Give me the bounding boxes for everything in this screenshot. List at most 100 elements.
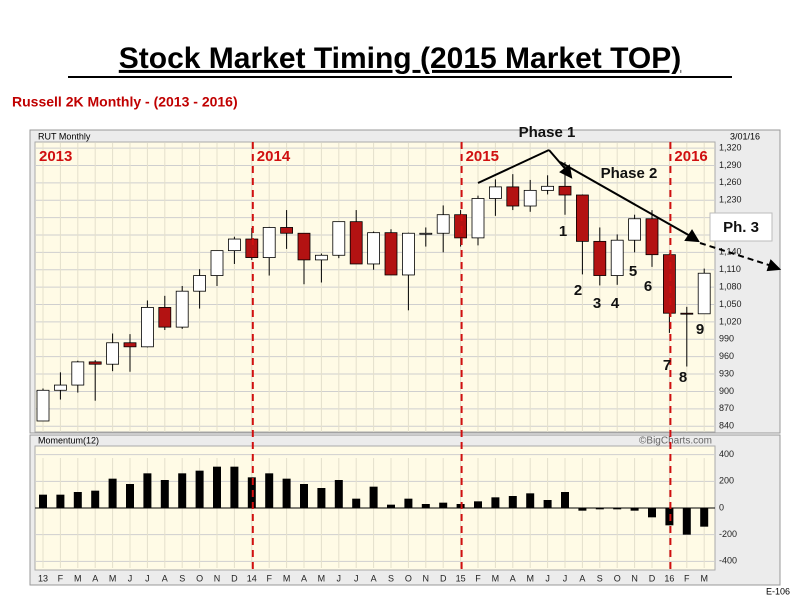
x-tick-label: 13 xyxy=(38,573,48,583)
bar xyxy=(352,498,361,508)
year-label: 2013 xyxy=(39,148,72,165)
candle-body xyxy=(227,238,241,252)
bar xyxy=(195,470,204,508)
bar xyxy=(682,508,691,535)
candle-body xyxy=(71,361,85,386)
x-tick-label: A xyxy=(92,573,98,583)
phase-2-line xyxy=(559,161,693,238)
candle-body xyxy=(593,240,607,276)
arrow-head xyxy=(684,229,700,243)
bar xyxy=(73,492,82,508)
x-tick-label: A xyxy=(579,573,585,583)
bar xyxy=(334,480,343,508)
candle-body xyxy=(193,275,207,292)
y-tick-label: 1,110 xyxy=(719,264,741,274)
bar xyxy=(404,498,413,508)
bar xyxy=(491,497,500,508)
bar xyxy=(700,508,709,527)
x-tick-label: M xyxy=(283,573,291,583)
candle-body xyxy=(697,272,711,315)
candle-body xyxy=(262,227,276,258)
candle-body xyxy=(628,218,641,241)
bar xyxy=(648,508,656,518)
bar xyxy=(282,478,291,508)
bar xyxy=(421,504,430,508)
x-tick-label: N xyxy=(631,573,638,583)
bar xyxy=(126,484,134,508)
y-tick-label: 1,230 xyxy=(719,195,742,205)
x-tick-label: 15 xyxy=(456,573,466,583)
annotation: 8 xyxy=(679,369,687,386)
x-tick-label: D xyxy=(649,573,656,583)
x-tick-label: J xyxy=(337,573,342,583)
bar xyxy=(526,493,535,508)
bar xyxy=(387,504,395,508)
candle-body xyxy=(645,218,659,256)
year-label: 2014 xyxy=(257,148,291,165)
footer: E-106 xyxy=(766,586,790,596)
y-tick-label: 0 xyxy=(719,502,724,512)
candle-body xyxy=(280,227,294,234)
arrow-head xyxy=(766,259,782,272)
x-tick-label: D xyxy=(440,573,447,583)
candle-body xyxy=(367,232,381,265)
candle-body xyxy=(140,307,154,348)
phase-3-line xyxy=(699,242,773,267)
x-tick-label: A xyxy=(301,573,307,583)
candle-body xyxy=(210,250,224,276)
x-tick-label: S xyxy=(179,573,185,583)
x-tick-label: N xyxy=(214,573,221,583)
candle-body xyxy=(523,189,537,207)
marks: 8408709009309609901,0201,0501,0801,1101,… xyxy=(35,142,742,583)
y-tick-label: 870 xyxy=(719,403,734,413)
bar xyxy=(630,508,639,511)
candle-body xyxy=(36,389,50,422)
candle-body xyxy=(576,194,589,242)
candle-body xyxy=(680,312,694,315)
annotation: 5 xyxy=(629,263,637,280)
x-tick-label: D xyxy=(231,573,238,583)
candle-body xyxy=(419,232,433,235)
candle-body xyxy=(488,186,502,199)
phase-1-line xyxy=(477,149,550,184)
annotation: 3 xyxy=(593,295,601,312)
panel-label: RUT Monthly xyxy=(38,131,91,141)
candle-body xyxy=(88,361,102,365)
bar xyxy=(578,508,587,511)
panel-date: 3/01/16 xyxy=(730,131,760,141)
y-tick-label: -400 xyxy=(719,556,737,566)
candle-body xyxy=(332,221,346,256)
candle-body xyxy=(541,185,554,191)
y-tick-label: 990 xyxy=(719,334,734,344)
x-tick-label: A xyxy=(371,573,377,583)
phase-arrows xyxy=(477,149,782,272)
x-tick-label: M xyxy=(74,573,82,583)
x-tick-label: 16 xyxy=(664,573,674,583)
y-tick-label: 1,260 xyxy=(719,177,742,187)
annotation: Phase 1 xyxy=(519,124,576,141)
x-tick-label: J xyxy=(563,573,568,583)
y-tick-label: 1,320 xyxy=(719,142,742,152)
y-tick-label: 1,050 xyxy=(719,299,742,309)
bar xyxy=(56,494,65,508)
candle-body xyxy=(506,186,520,207)
candle-body xyxy=(436,214,450,234)
bar xyxy=(143,473,152,508)
y-tick-label: 400 xyxy=(719,449,734,459)
candle-body xyxy=(558,185,572,196)
annotation: 2 xyxy=(574,282,582,299)
bar xyxy=(561,492,569,508)
x-tick-label: O xyxy=(614,573,621,583)
x-tick-label: F xyxy=(266,573,272,583)
bar xyxy=(213,466,221,508)
annotation: 7 xyxy=(663,357,671,374)
y-tick-label: 900 xyxy=(719,386,734,396)
candle-body xyxy=(471,198,485,239)
candle-body xyxy=(54,384,67,391)
candle-body xyxy=(106,342,119,365)
y-tick-label: 1,080 xyxy=(719,282,742,292)
annotation: 6 xyxy=(644,278,652,295)
bar xyxy=(160,480,169,508)
x-tick-label: 14 xyxy=(247,573,257,583)
